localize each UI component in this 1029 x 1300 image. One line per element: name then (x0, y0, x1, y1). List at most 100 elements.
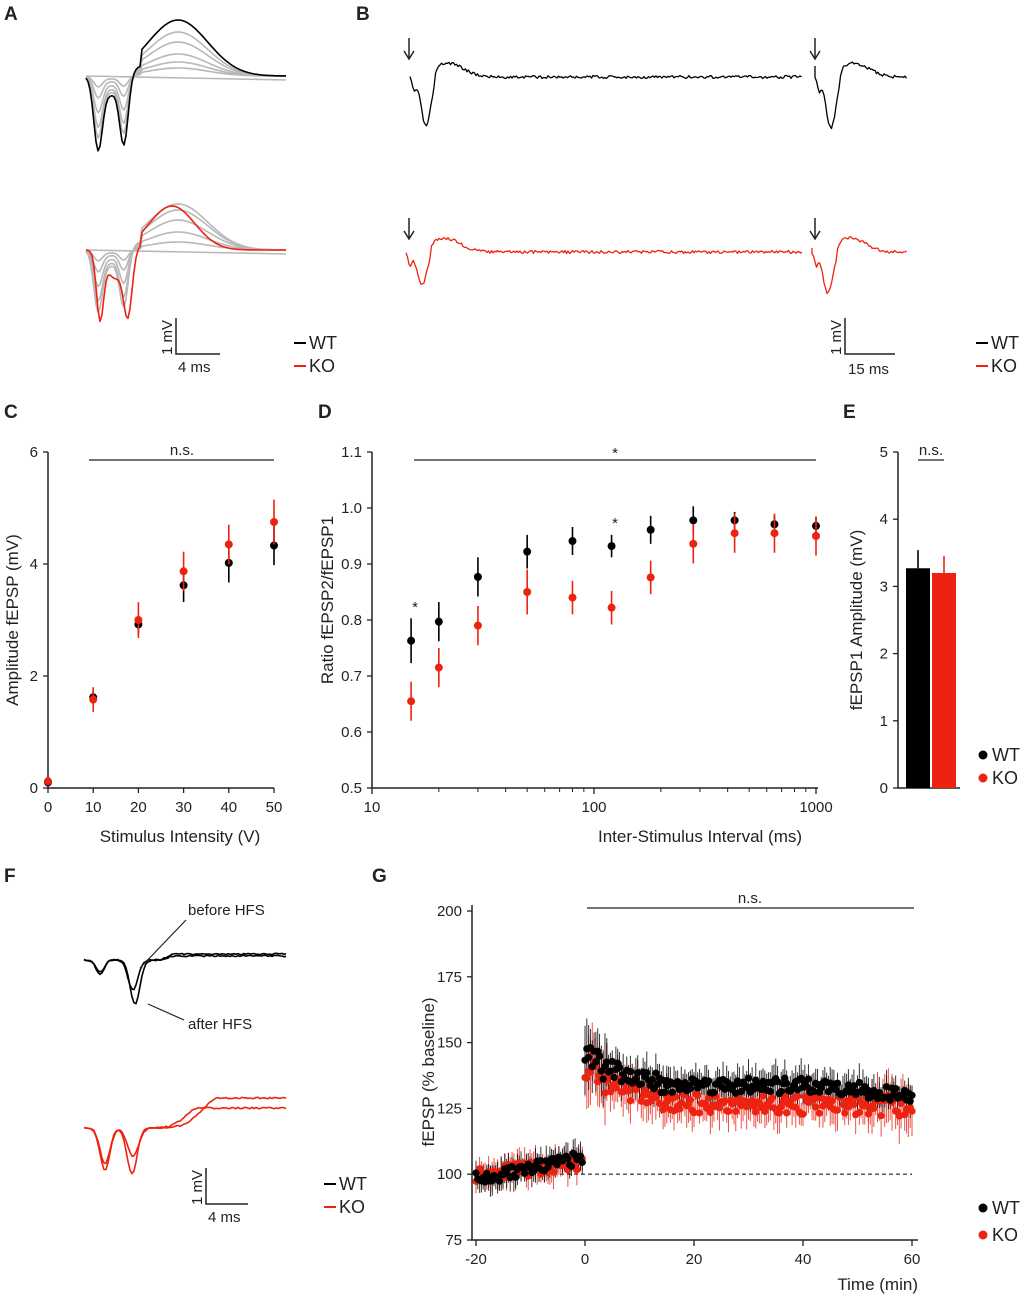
panel-g-point-wt (803, 1083, 811, 1091)
panel-c-xlabel: Stimulus Intensity (V) (100, 827, 261, 846)
panel-g-point-wt (804, 1075, 813, 1083)
panel-g-point-wt (652, 1069, 660, 1077)
panel-g-point-wt (737, 1087, 745, 1096)
panel-g-point-wt (634, 1069, 642, 1077)
panel-b-wt-trace (409, 61, 908, 130)
panel-d-points (407, 506, 820, 721)
panel-g-point-ko (655, 1099, 664, 1108)
panel-g-point-wt (608, 1057, 616, 1065)
panel-d-ticks: 10 100 1000 0.5 0.6 0.7 0.8 0.9 1.0 1.1 (341, 444, 833, 816)
panel-e: E n.s. 0 1 2 3 4 5 fEPSP1 Amplitude (mV) WT K… (843, 402, 1020, 797)
panel-d-label: D (318, 402, 332, 423)
panel-g-ylabel: fEPSP (% baseline) (419, 998, 438, 1147)
panel-g-point-ko (775, 1109, 783, 1117)
panel-d-point-ko (434, 663, 443, 672)
panel-f-wt-after-trace (83, 954, 287, 1005)
panel-c-xtick-label: 10 (85, 799, 102, 816)
panel-g-point-wt (588, 1063, 596, 1071)
panel-g-point-wt (882, 1083, 891, 1091)
panel-g-xtick-label: -20 (465, 1251, 487, 1268)
panel-d-point-wt (568, 537, 577, 546)
panel-f: F before HFS after HFS 1 mV 4 ms WT KO (4, 866, 367, 1226)
panel-b-ko-trace (405, 236, 907, 295)
panel-g-point-ko (626, 1097, 635, 1105)
panel-g-point-wt (855, 1078, 863, 1087)
panel-g-point-wt (781, 1074, 789, 1082)
panel-g-point-wt (606, 1067, 615, 1075)
panel-g-point-wt (521, 1169, 529, 1177)
panel-c-xtick-label: 40 (220, 799, 237, 816)
panel-c-point-ko (134, 616, 143, 624)
panel-g-point-wt (603, 1058, 611, 1066)
panel-b-arrow (403, 218, 415, 241)
panel-c-point-ko (44, 777, 52, 786)
panel-c-label: C (4, 402, 18, 423)
panel-e-significance: n.s. (919, 442, 943, 459)
panel-g-point-wt (833, 1079, 842, 1087)
panel-e-legend-ko: KO (992, 768, 1018, 788)
panel-d-point-wt (523, 547, 532, 556)
panel-a-label: A (4, 4, 18, 25)
panel-g-point-ko (828, 1097, 836, 1105)
panel-e-ytick-label: 3 (880, 578, 888, 595)
panel-d-ytick-label: 0.6 (341, 724, 362, 741)
panel-g-point-ko (870, 1104, 878, 1112)
panel-d: D * 10 100 1000 0.5 0.6 0.7 0.8 0.9 1.0 1.1 * * R… (318, 402, 833, 846)
panel-g: G n.s. -20 0 20 40 60 75 100 125 150 175 200 fEPSP… (372, 866, 1020, 1294)
panel-d-point-ko (770, 529, 779, 538)
panel-b-legend-wt: WT (991, 333, 1019, 353)
panel-d-point-ko (812, 532, 820, 540)
panel-d-xtick-label: 10 (364, 799, 381, 816)
panel-e-legend-ko-dot (978, 773, 988, 783)
panel-d-point-ko (523, 588, 532, 596)
panel-g-point-ko (850, 1100, 858, 1109)
panel-g-point-ko (799, 1110, 807, 1118)
panel-c-point-ko (270, 518, 278, 526)
panel-g-point-ko (815, 1109, 823, 1117)
panel-d-point-ko (646, 573, 655, 582)
panel-g-point-ko (721, 1097, 729, 1105)
panel-d-point-ko (689, 539, 698, 548)
panel-g-point-wt (744, 1074, 753, 1082)
panel-d-point-ko (730, 529, 739, 538)
panel-g-point-ko (690, 1109, 698, 1117)
panel-g-xtick-label: 20 (686, 1251, 703, 1268)
panel-g-point-ko (895, 1112, 903, 1120)
panel-c-xtick-label: 50 (266, 799, 283, 816)
panel-a-gray-trace (85, 249, 287, 255)
panel-g-point-wt (537, 1157, 545, 1165)
panel-d-xtick-label: 1000 (799, 799, 832, 816)
panel-d-ytick-label: 1.0 (341, 500, 362, 517)
panel-g-legend-ko: KO (992, 1225, 1018, 1245)
panel-d-ytick-label: 0.8 (341, 612, 362, 629)
panel-d-ytick-label: 1.1 (341, 444, 362, 461)
panel-c-ylabel: Amplitude fEPSP (mV) (3, 534, 22, 706)
panel-g-point-wt (668, 1088, 676, 1096)
panel-f-ko-after-trace (83, 1096, 287, 1175)
panel-a-scale-y: 1 mV (159, 320, 176, 355)
panel-f-annot-before: before HFS (188, 902, 265, 919)
panel-g-xtick-label: 0 (581, 1251, 589, 1268)
panel-g-point-wt (472, 1169, 480, 1177)
panel-g-xlabel: Time (min) (837, 1275, 918, 1294)
panel-g-point-wt (757, 1085, 765, 1094)
panel-g-legend-wt-dot (978, 1203, 988, 1213)
panel-g-point-ko (677, 1099, 685, 1107)
panel-g-point-wt (810, 1087, 818, 1096)
panel-d-point-wt (607, 542, 616, 551)
panel-g-point-wt (870, 1087, 878, 1095)
panel-g-point-wt (626, 1068, 635, 1076)
panel-a-legend-ko: KO (309, 356, 335, 376)
panel-f-annot-after: after HFS (188, 1016, 252, 1033)
panel-e-bar-ko (932, 572, 956, 788)
panel-c-point-ko (89, 695, 98, 704)
panel-a-wt-gray-traces (85, 31, 287, 139)
panel-a-wt-trace (85, 19, 286, 152)
panel-g-ytick-label: 75 (445, 1232, 462, 1249)
panel-g-point-wt (512, 1173, 520, 1181)
panel-g-point-ko (855, 1108, 863, 1116)
panel-g-point-wt (850, 1082, 858, 1090)
panel-b-legend-ko: KO (991, 356, 1017, 376)
panel-g-point-ko (637, 1097, 645, 1105)
